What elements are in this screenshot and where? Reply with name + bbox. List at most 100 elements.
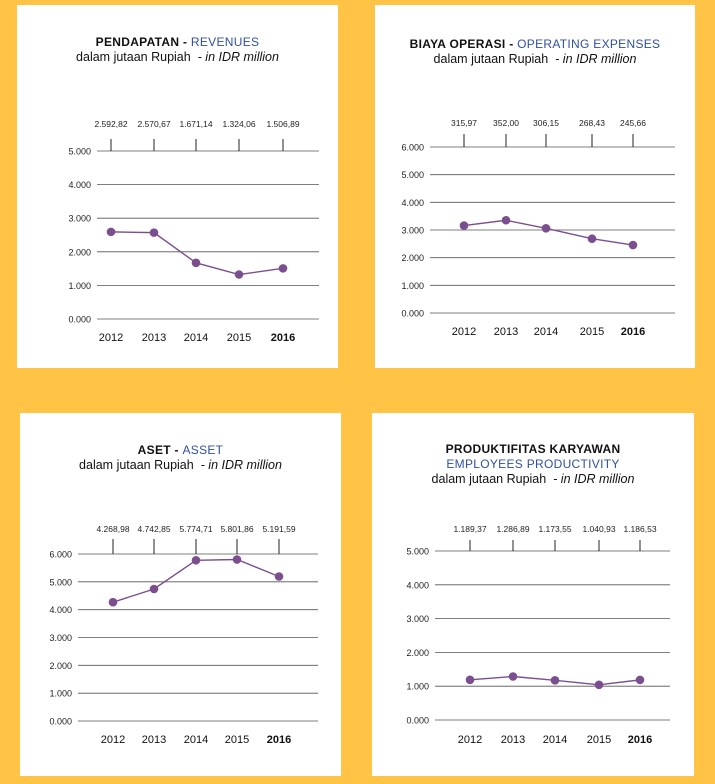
operating-expenses-chart-panel: BIAYA OPERASI - OPERATING EXPENSES dalam… bbox=[375, 5, 695, 368]
y-tick-label: 1.000 bbox=[49, 689, 72, 699]
y-tick-label: 4.000 bbox=[68, 180, 91, 190]
data-label: 5.801,86 bbox=[220, 524, 253, 534]
y-tick-label: 0.000 bbox=[68, 315, 91, 325]
data-point bbox=[501, 215, 511, 225]
x-tick-label: 2016 bbox=[628, 734, 652, 746]
y-tick-label: 3.000 bbox=[406, 614, 429, 624]
data-label: 1.040,93 bbox=[582, 524, 615, 534]
revenues-chart-panel: PENDAPATAN - REVENUES dalam jutaan Rupia… bbox=[17, 5, 338, 368]
data-point bbox=[149, 584, 159, 594]
x-tick-label: 2016 bbox=[271, 332, 295, 344]
x-tick-label: 2014 bbox=[534, 326, 558, 338]
data-label: 4.742,85 bbox=[137, 524, 170, 534]
y-tick-label: 1.000 bbox=[68, 281, 91, 291]
chart-title-id: ASET bbox=[137, 443, 171, 457]
y-tick-label: 1.000 bbox=[401, 281, 424, 291]
asset-line-chart: 0.000 1.000 2.000 3.000 4.000 5.000 6.000 4.268… bbox=[49, 524, 318, 746]
y-tick-label: 4.000 bbox=[49, 605, 72, 615]
chart-subtitle: dalam jutaan Rupiah bbox=[431, 472, 547, 486]
series-line bbox=[110, 231, 284, 276]
operating-expenses-line-chart: 0.000 1.000 2.000 3.000 4.000 5.000 6.000 315,9… bbox=[401, 118, 675, 338]
data-label: 5.191,59 bbox=[262, 524, 295, 534]
chart-subtitle-en: - in IDR million bbox=[553, 472, 635, 486]
x-tick-label: 2012 bbox=[452, 326, 476, 338]
y-tick-label: 4.000 bbox=[406, 580, 429, 590]
data-point bbox=[106, 227, 116, 237]
x-tick-label: 2016 bbox=[267, 734, 291, 746]
data-point bbox=[274, 572, 284, 581]
data-label: 1.189,37 bbox=[453, 524, 486, 534]
chart-title-id: PRODUKTIFITAS KARYAWAN bbox=[445, 442, 621, 456]
employees-productivity-line-chart: 0.000 1.000 2.000 3.000 4.000 5.000 1.189,37 1.… bbox=[406, 524, 670, 746]
chart-title-en: ASSET bbox=[182, 443, 224, 457]
chart-subtitle: dalam jutaan Rupiah bbox=[433, 52, 549, 66]
employees-productivity-chart-panel: PRODUKTIFITAS KARYAWAN EMPLOYEES PRODUCT… bbox=[372, 413, 694, 776]
data-label: 245,66 bbox=[620, 118, 646, 128]
chart-subtitle-en: - in IDR million bbox=[200, 458, 282, 472]
data-point bbox=[278, 264, 288, 273]
y-tick-label: 5.000 bbox=[406, 547, 429, 557]
data-point bbox=[550, 676, 560, 685]
data-label: 1.506,89 bbox=[266, 119, 299, 129]
y-tick-label: 6.000 bbox=[401, 143, 424, 153]
x-tick-label: 2015 bbox=[227, 332, 251, 344]
y-tick-label: 0.000 bbox=[406, 716, 429, 726]
chart-title-id: BIAYA OPERASI bbox=[409, 37, 506, 51]
chart-title: PENDAPATAN - REVENUES dalam jutaan Rupia… bbox=[76, 35, 279, 64]
data-label: 1.186,53 bbox=[623, 524, 656, 534]
data-label: 352,00 bbox=[493, 118, 519, 128]
x-tick-label: 2013 bbox=[501, 734, 525, 746]
chart-title-id: PENDAPATAN bbox=[95, 35, 180, 49]
data-point bbox=[635, 675, 645, 685]
data-label: 4.268,98 bbox=[96, 524, 129, 534]
data-point bbox=[594, 680, 604, 690]
data-point bbox=[232, 555, 242, 564]
data-label: 306,15 bbox=[533, 118, 559, 128]
data-point bbox=[541, 223, 551, 233]
y-tick-label: 4.000 bbox=[401, 198, 424, 208]
chart-title-en: REVENUES bbox=[190, 35, 260, 49]
y-tick-label: 0.000 bbox=[401, 309, 424, 319]
x-tick-label: 2012 bbox=[99, 332, 123, 344]
chart-title: PRODUKTIFITAS KARYAWAN EMPLOYEES PRODUCT… bbox=[372, 442, 694, 487]
y-tick-label: 5.000 bbox=[49, 577, 72, 587]
data-point bbox=[191, 555, 201, 565]
x-tick-label: 2014 bbox=[184, 332, 208, 344]
chart-subtitle: dalam jutaan Rupiah bbox=[79, 458, 194, 472]
x-tick-label: 2013 bbox=[142, 332, 166, 344]
y-tick-label: 3.000 bbox=[68, 214, 91, 224]
y-tick-label: 5.000 bbox=[68, 147, 91, 157]
data-point bbox=[234, 270, 244, 279]
data-point bbox=[149, 228, 159, 237]
data-point bbox=[108, 597, 118, 607]
x-tick-label: 2014 bbox=[543, 734, 567, 746]
chart-title: ASET - ASSET dalam jutaan Rupiah - in ID… bbox=[79, 443, 282, 472]
chart-subtitle-en: - in IDR million bbox=[555, 52, 637, 66]
y-tick-label: 0.000 bbox=[49, 717, 72, 727]
data-label: 1.324,06 bbox=[222, 119, 255, 129]
x-tick-label: 2012 bbox=[458, 734, 482, 746]
chart-title-en: EMPLOYEES PRODUCTIVITY bbox=[446, 457, 620, 471]
chart-subtitle-en: - in IDR million bbox=[197, 50, 279, 64]
data-point bbox=[587, 234, 597, 244]
y-tick-label: 2.000 bbox=[49, 661, 72, 671]
x-tick-label: 2013 bbox=[142, 734, 166, 746]
y-tick-label: 3.000 bbox=[49, 633, 72, 643]
data-label: 268,43 bbox=[579, 118, 605, 128]
x-tick-label: 2015 bbox=[587, 734, 611, 746]
chart-title: BIAYA OPERASI - OPERATING EXPENSES dalam… bbox=[409, 37, 661, 66]
y-tick-label: 2.000 bbox=[68, 247, 91, 257]
y-tick-label: 2.000 bbox=[406, 648, 429, 658]
x-tick-label: 2013 bbox=[494, 326, 518, 338]
y-tick-label: 1.000 bbox=[406, 682, 429, 692]
y-tick-label: 5.000 bbox=[401, 170, 424, 180]
data-point bbox=[191, 258, 201, 268]
data-label: 2.570,67 bbox=[137, 119, 170, 129]
y-tick-label: 3.000 bbox=[401, 226, 424, 236]
x-tick-label: 2012 bbox=[101, 734, 125, 746]
data-point bbox=[628, 240, 638, 250]
data-label: 1.286,89 bbox=[496, 524, 529, 534]
data-point bbox=[508, 672, 518, 681]
revenues-line-chart: 0.000 1.000 2.000 3.000 4.000 5.000 2.592,82 2.… bbox=[68, 119, 319, 344]
chart-subtitle: dalam jutaan Rupiah bbox=[76, 50, 191, 64]
